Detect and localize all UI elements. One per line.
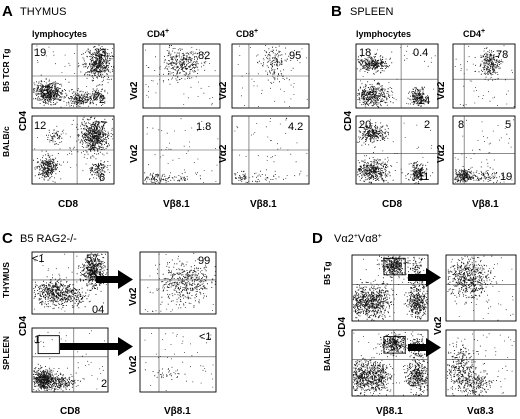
axis-vb81-a1: Vβ8.1 — [163, 199, 190, 210]
arrow-d-b5 — [408, 268, 441, 287]
axis-vb81-d: Vβ8.1 — [376, 406, 403, 417]
plot-a-tg-cd8 — [231, 43, 310, 109]
plot-c-thy-cd4cd8 — [31, 251, 109, 315]
plot-a-tg-cd4 — [142, 43, 221, 109]
pct-a-balb-ul: 12 — [34, 120, 46, 132]
pct-a-balb-ur: 77 — [94, 120, 106, 132]
axis-cd4-c: CD4 — [18, 316, 29, 336]
pct-a-balb-lr: 6 — [99, 172, 105, 184]
arrow-c-spleen — [60, 337, 133, 356]
plot-c-spl-cd4cd8 — [31, 327, 109, 393]
plot-b-tg-cd4 — [452, 43, 516, 109]
pct-c-spl-va2: <1 — [199, 331, 212, 343]
pct-b-balb-ul: 20 — [359, 119, 371, 131]
pct-b-balb-cd4-lr: 19 — [500, 171, 512, 183]
row-b5-tcr-tg: B5 TCR Tg — [1, 49, 11, 92]
panel-b-labels: B SPLEEN lymphocytes CD4+ CD4 CD8 Vα2 Vα… — [331, 3, 512, 210]
panel-b-letter: B — [331, 3, 342, 20]
axis-cd4-a: CD4 — [18, 111, 29, 131]
axis-va2-cb: Vα2 — [128, 355, 139, 374]
plot-d-balb-va2 — [445, 329, 517, 397]
col-cd4-b: CD4+ — [463, 28, 485, 39]
row-thymus-c: THYMUS — [1, 262, 11, 298]
panel-a-title: THYMUS — [20, 6, 66, 18]
axis-vb81-c: Vβ8.1 — [164, 406, 191, 417]
pct-b-balb-cd4-ul: 8 — [458, 119, 464, 131]
plot-c-thy-va2 — [139, 251, 217, 315]
axis-va2-a2: Vα2 — [218, 81, 229, 100]
plot-d-balb-cd4vb — [351, 329, 429, 397]
pct-b-tg-lr: 14 — [418, 95, 430, 107]
pct-c-thy-ur: 57 — [86, 253, 98, 265]
flow-plots — [31, 43, 517, 397]
axis-cd4-d: CD4 — [337, 317, 348, 337]
plot-b-balb-cd4 — [452, 115, 516, 185]
arrows — [60, 268, 441, 357]
plot-c-spl-va2 — [139, 327, 217, 393]
plot-a-balb-cd8 — [231, 115, 310, 185]
pct-a-balb-cd8: 4.2 — [288, 121, 303, 133]
col-cd4-a: CD4+ — [147, 28, 169, 39]
axis-cd4-b: CD4 — [343, 111, 354, 131]
axis-va83-d: Vα8.3 — [467, 406, 494, 417]
pct-b-balb-ur: 2 — [424, 119, 430, 131]
panel-a-labels: A THYMUS lymphocytes CD4+ CD8+ B5 TCR Tg… — [1, 3, 303, 210]
axis-va2-d: Vα2 — [433, 316, 444, 335]
axis-cd8-b: CD8 — [382, 199, 402, 210]
col-cd8-a: CD8+ — [236, 28, 258, 39]
axis-vb81-b: Vβ8.1 — [472, 199, 499, 210]
pct-c-spl-ul: 1 — [34, 334, 40, 346]
pct-a-tg-cd8: 95 — [289, 50, 301, 62]
axis-cd8-c: CD8 — [60, 406, 80, 417]
pct-c-thy-ul: <1 — [32, 253, 45, 265]
pct-b-tg-cd4: 78 — [496, 49, 508, 61]
axis-va2-bb: Vα2 — [436, 144, 447, 163]
axis-va2-a2b: Vα2 — [218, 144, 229, 163]
col-lymphocytes-a: lymphocytes — [32, 29, 87, 39]
panel-a-letter: A — [2, 3, 13, 20]
row-b5-tg-d: B5 Tg — [322, 261, 332, 285]
axis-vb81-a2: Vβ8.1 — [250, 199, 277, 210]
pct-a-tg-lr: 2 — [99, 94, 105, 106]
arrow-c-thymus — [96, 270, 133, 289]
pct-b-balb-lr: 11 — [418, 171, 429, 183]
pct-c-thy-lr: 04 — [92, 304, 104, 316]
pct-c-spl-lr: 2 — [101, 378, 107, 390]
pct-b-tg-ul: 18 — [359, 47, 371, 59]
panel-c-title: B5 RAG2-/- — [20, 233, 77, 245]
plot-d-b5-va2 — [445, 254, 517, 322]
pct-b-balb-cd4-ur: 5 — [505, 119, 511, 131]
pct-b-tg-ur: 0.4 — [413, 47, 428, 59]
pct-a-tg-cd4: 82 — [198, 50, 210, 62]
row-balbc-a: BALB/c — [1, 126, 11, 157]
axis-cd8-a: CD8 — [58, 199, 78, 210]
plot-a-balb-cd4 — [142, 115, 221, 185]
panel-c-letter: C — [2, 230, 13, 247]
axis-va2-a1: Vα2 — [129, 81, 140, 100]
pct-a-balb-cd4: 1.8 — [196, 121, 211, 133]
panel-c-labels: C B5 RAG2-/- THYMUS SPLEEN CD4 CD8 Vα2 V… — [1, 230, 212, 417]
pct-c-thy-va2: 99 — [198, 255, 210, 267]
row-spleen-c: SPLEEN — [1, 336, 11, 370]
plot-a-tg-cd4cd8 — [31, 43, 115, 109]
col-lymphocytes-b: lymphocytes — [356, 29, 411, 39]
axis-va2-c: Vα2 — [128, 287, 139, 306]
panel-d-labels: D Vα2+Vα8+ B5 Tg BALB/c CD4 Vβ8.1 Vα2 Vα… — [312, 230, 494, 417]
panel-d-letter: D — [312, 230, 323, 247]
panel-d-title: Vα2+Vα8+ — [334, 233, 382, 245]
arrow-d-balb — [408, 338, 441, 357]
panel-b-title: SPLEEN — [350, 6, 393, 18]
plot-b-tg-cd4cd8 — [355, 43, 439, 109]
plot-d-b5-cd4vb — [351, 254, 429, 322]
axis-va2-a1b: Vα2 — [129, 144, 140, 163]
pct-a-tg-ur: 33 — [94, 47, 106, 59]
pct-a-tg-ul: 19 — [34, 47, 46, 59]
row-balbc-d: BALB/c — [322, 340, 332, 371]
plot-a-balb-cd4cd8 — [31, 115, 115, 185]
plot-b-balb-cd4cd8 — [355, 115, 439, 185]
axis-va2-b: Vα2 — [436, 81, 447, 100]
